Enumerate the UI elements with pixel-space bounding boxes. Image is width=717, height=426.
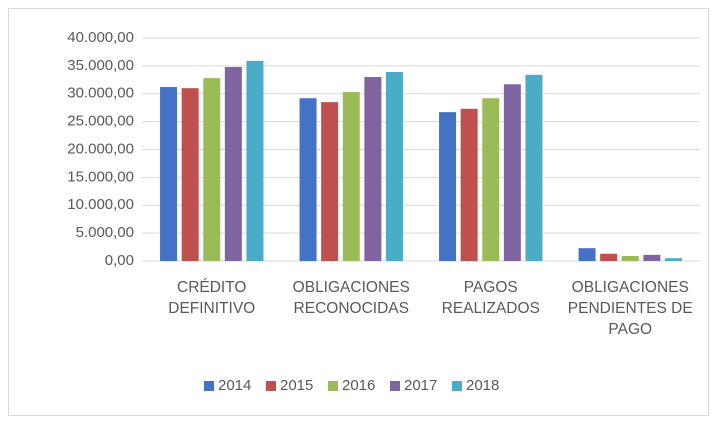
legend-label: 2015	[280, 377, 313, 394]
legend-label: 2014	[218, 377, 251, 394]
bar	[224, 66, 242, 262]
x-tick-label: PAGOS REALIZADOS	[441, 279, 540, 317]
bar	[621, 255, 639, 261]
bar	[525, 74, 543, 261]
bar	[181, 88, 199, 261]
legend-swatch	[266, 381, 276, 391]
bar	[203, 78, 221, 261]
y-tick-label: 0,00	[105, 252, 134, 269]
y-tick-label: 15.000,00	[67, 168, 134, 185]
legend-swatch	[204, 381, 214, 391]
x-tick-label: OBLIGACIONES RECONOCIDAS	[292, 279, 410, 317]
legend-label: 2017	[404, 377, 437, 394]
y-tick-label: 40.000,00	[67, 29, 134, 46]
bar	[482, 98, 500, 262]
y-tick-label: 35.000,00	[67, 57, 134, 74]
legend-label: 2018	[466, 377, 499, 394]
bar	[246, 60, 264, 261]
bar	[439, 112, 457, 262]
bar	[342, 92, 360, 261]
bar	[385, 72, 403, 261]
bar	[160, 87, 178, 261]
bar	[321, 102, 339, 261]
y-tick-label: 25.000,00	[67, 113, 134, 130]
x-tick-label: CRÉDITO DEFINITIVO	[168, 279, 256, 317]
bar	[600, 253, 618, 261]
bar	[299, 98, 317, 262]
bar	[664, 258, 682, 261]
x-tick-label: OBLIGACIONES PENDIENTES DE PAGO	[567, 279, 693, 338]
bar	[460, 108, 478, 262]
y-tick-label: 10.000,00	[67, 196, 134, 213]
bar	[503, 84, 521, 262]
bar	[643, 254, 661, 261]
legend-swatch	[452, 381, 462, 391]
bar	[364, 77, 382, 262]
legend-swatch	[390, 381, 400, 391]
y-tick-label: 5.000,00	[76, 224, 134, 241]
bar	[578, 248, 596, 261]
y-tick-label: 20.000,00	[67, 140, 134, 157]
y-tick-label: 30.000,00	[67, 85, 134, 102]
legend-label: 2016	[342, 377, 375, 394]
legend-swatch	[328, 381, 338, 391]
